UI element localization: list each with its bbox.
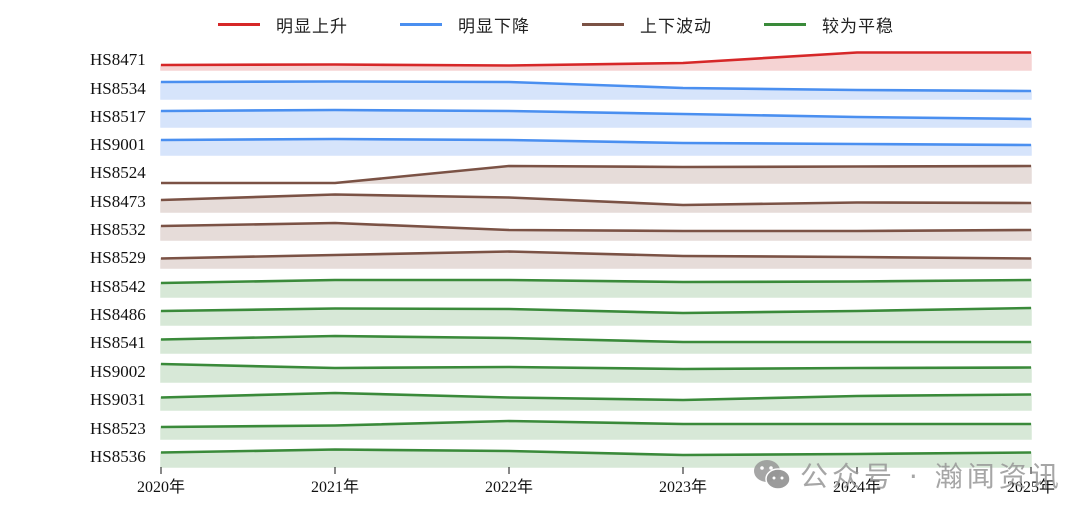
series-line [160,391,1032,402]
x-tick-label: 2022年 [484,479,534,496]
row-label: HS8471 [90,50,146,69]
row-label: HS8532 [90,220,146,239]
series-line [160,193,1032,207]
row-label: HS8473 [90,192,146,211]
row-label: HS8486 [90,305,146,324]
series-row-hs8524 [161,164,1032,185]
series-line [160,80,1032,93]
series-row-hs8529 [160,250,1032,269]
series-line [160,51,1031,67]
area-fill [160,51,1032,71]
row-label: HS8542 [90,277,146,296]
legend-item-fluctuating: 上下波动 [582,12,712,37]
series-row-hs8486 [160,306,1032,326]
series-line [160,306,1032,315]
row-label: HS8529 [90,248,146,267]
legend-item-rising: 明显上升 [218,12,348,37]
series-row-hs8473 [160,193,1032,213]
series-line [160,362,1032,371]
row-label: HS8534 [90,79,146,98]
series-line [160,137,1032,147]
x-axis [160,467,1032,474]
series-row-hs9031 [160,391,1032,411]
legend-swatch-falling [400,23,442,26]
series-row-hs8532 [160,221,1032,241]
series-line [160,419,1031,429]
series-row-hs9002 [160,362,1032,383]
series-line [160,334,1031,344]
legend-item-stable: 较为平稳 [764,12,894,37]
row-label: HS8523 [90,419,146,438]
series-line [160,221,1032,233]
legend-swatch-rising [218,23,260,26]
row-label: HS9031 [90,390,146,409]
series-rows [160,51,1032,468]
series-row-hs8542 [160,278,1032,298]
series-row-hs8517 [160,108,1032,128]
area-fill [160,279,1032,298]
x-tick-label: 2023年 [658,479,708,496]
row-label: HS8541 [90,333,146,352]
x-tick-label: 2024年 [832,479,882,496]
series-line [160,108,1032,121]
series-row-hs8541 [160,334,1032,354]
x-tick-label: 2025年 [1006,479,1056,496]
row-label: HS8517 [90,107,146,126]
legend-swatch-fluctuating [582,23,624,26]
area-fill [160,335,1032,354]
legend-label: 明显上升 [276,17,348,37]
legend-label: 明显下降 [458,17,530,37]
legend: 明显上升 明显下降 上下波动 较为平稳 [218,12,946,37]
legend-label: 较为平稳 [822,17,894,37]
series-row-hs9001 [160,137,1032,156]
series-line [160,250,1032,260]
row-label: HS8524 [90,163,146,182]
series-row-hs8471 [160,51,1032,71]
series-row-hs8536 [160,448,1032,468]
series-line [161,164,1032,185]
series-row-hs8534 [160,80,1032,100]
legend-swatch-stable [764,23,806,26]
row-label: HS8536 [90,447,146,466]
series-line [160,278,1032,285]
x-tick-label: 2021年 [310,479,360,496]
series-row-hs8523 [160,419,1032,440]
x-tick-label: 2020年 [136,479,186,496]
series-line [160,448,1032,457]
legend-label: 上下波动 [640,17,712,37]
area-fill [161,165,1032,184]
row-label: HS9001 [90,135,146,154]
row-label: HS9002 [90,362,146,381]
legend-item-falling: 明显下降 [400,12,530,37]
